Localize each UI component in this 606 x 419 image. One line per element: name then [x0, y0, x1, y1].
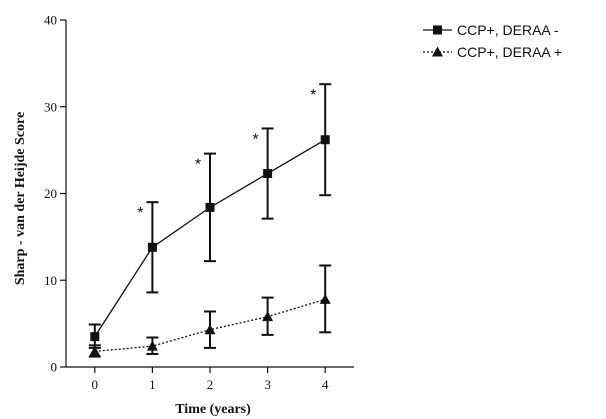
- significance-marker: *: [195, 157, 201, 174]
- significance-marker: *: [252, 131, 258, 148]
- data-point: [89, 345, 101, 356]
- data-point: [146, 340, 158, 351]
- x-tick-label: 2: [207, 377, 214, 392]
- series-group: [88, 83, 332, 358]
- significance-marker: *: [137, 205, 143, 222]
- data-point: [90, 332, 100, 342]
- y-tick-label: 10: [44, 273, 57, 288]
- y-tick-label: 30: [44, 99, 57, 114]
- y-tick-label: 20: [44, 186, 57, 201]
- data-point: [204, 324, 216, 335]
- data-point: [262, 311, 274, 322]
- legend-entry-1: CCP+, DERAA -: [423, 22, 559, 38]
- legend-marker: [433, 25, 442, 35]
- x-axis-title: Time (years): [175, 402, 251, 417]
- series-1: [88, 83, 332, 349]
- data-point: [205, 202, 215, 212]
- data-point: [147, 242, 157, 252]
- data-point: [319, 293, 331, 304]
- data-point: [263, 169, 273, 179]
- data-point: [320, 135, 330, 145]
- legend-entry-2: CCP+, DERAA +: [423, 44, 562, 60]
- legend-marker: [432, 46, 443, 57]
- x-tick-label: 4: [322, 377, 329, 392]
- axes: 0 10 20 30 40 0 1 2 3 4: [44, 13, 354, 392]
- legend: CCP+, DERAA - CCP+, DERAA +: [423, 22, 562, 60]
- y-tick-label: 40: [44, 13, 57, 28]
- x-tick-label: 3: [264, 377, 271, 392]
- legend-label: CCP+, DERAA -: [457, 22, 559, 38]
- annotations: * * * *: [137, 87, 316, 222]
- x-tick-label: 0: [92, 377, 99, 392]
- significance-marker: *: [310, 87, 316, 104]
- y-axis-title: Sharp - van der Heijde Score: [13, 112, 28, 285]
- y-tick-label: 0: [51, 360, 58, 375]
- x-tick-label: 1: [149, 377, 156, 392]
- legend-label: CCP+, DERAA +: [457, 44, 562, 60]
- series-2: [88, 264, 332, 358]
